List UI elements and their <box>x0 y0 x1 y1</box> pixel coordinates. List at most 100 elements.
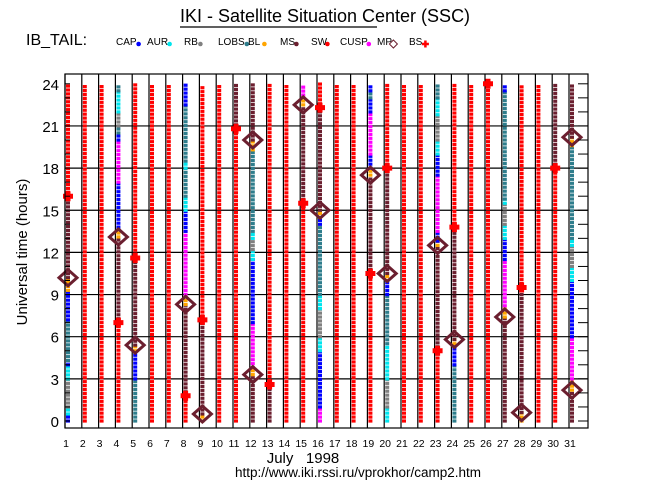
dot-sw <box>368 376 373 380</box>
dot-sw <box>150 246 154 250</box>
dot-ms <box>435 333 440 337</box>
dot-sw <box>418 356 423 360</box>
dot-sw <box>284 254 289 258</box>
dot-ms <box>570 131 574 135</box>
dot-sw <box>217 419 222 423</box>
dot-cap <box>435 161 440 165</box>
dot-sw <box>99 234 104 238</box>
dot-ms <box>502 383 507 388</box>
bs-cross-marker <box>298 198 309 209</box>
dot-ms <box>234 95 238 99</box>
dot-cusp <box>368 120 373 125</box>
dot-rb <box>66 381 70 385</box>
dot-sw <box>82 222 87 226</box>
dot-aur <box>385 407 390 411</box>
dot-sw <box>519 93 524 97</box>
dot-sw <box>284 167 289 171</box>
dot-sw <box>418 140 423 144</box>
dot-sw <box>351 147 356 152</box>
dot-sw <box>234 305 238 309</box>
dot-ms <box>519 367 524 371</box>
dot-ms <box>368 228 373 232</box>
dot-sw <box>150 364 154 368</box>
dot-ms <box>435 290 440 294</box>
dot-sw <box>452 150 457 154</box>
dot-sw <box>166 88 171 93</box>
dot-ms <box>435 246 440 251</box>
dot-sw <box>166 92 171 97</box>
x-tick-label: 19 <box>363 438 375 450</box>
dot-cap <box>250 273 255 278</box>
dot-sw <box>435 387 440 392</box>
dot-sw <box>234 218 238 222</box>
dot-lobs <box>66 355 70 359</box>
dot-sw <box>166 226 171 230</box>
dot-sw <box>418 309 423 313</box>
dot-ms <box>301 134 306 138</box>
dot-sw <box>351 167 356 171</box>
dot-cap <box>502 253 507 258</box>
y-tick-label: 15 <box>42 203 59 220</box>
dot-ms <box>250 83 255 87</box>
dot-sw <box>536 222 541 226</box>
dot-lobs <box>385 342 390 346</box>
dot-sw <box>418 183 423 187</box>
dot-sw <box>150 167 154 171</box>
dot-sw <box>334 360 339 364</box>
dot-sw <box>166 242 171 246</box>
dot-sw <box>82 289 87 293</box>
day-column-29 <box>536 85 541 423</box>
dot-sw <box>200 137 205 141</box>
dot-sw <box>82 238 87 242</box>
dot-sw <box>99 309 104 313</box>
dot-sw <box>553 399 558 403</box>
dot-sw <box>318 94 322 98</box>
dot-sw <box>267 371 272 375</box>
dot-sw <box>452 178 457 182</box>
dot-sw <box>217 250 222 254</box>
dot-sw <box>99 289 104 293</box>
legend-label: BL <box>248 37 261 48</box>
dot-lobs <box>502 106 507 111</box>
dot-sw <box>519 270 524 274</box>
dot-sw <box>183 403 188 407</box>
dot-cap <box>116 194 121 198</box>
dot-sw <box>553 175 558 179</box>
dot-lobs <box>502 138 507 142</box>
dot-sw <box>66 186 70 190</box>
dot-sw <box>301 250 306 254</box>
day-column-10 <box>217 85 222 423</box>
dot-sw <box>351 340 356 344</box>
dot-ms <box>452 294 457 298</box>
dot-ms <box>452 231 457 235</box>
dot-ms <box>368 201 373 205</box>
dot-sw <box>133 110 138 115</box>
dot-ms <box>116 254 121 258</box>
dot-rb <box>385 385 390 389</box>
dot-cusp <box>250 322 255 326</box>
dot-sw <box>166 309 171 313</box>
dot-ms <box>553 127 558 131</box>
dot-sw <box>536 289 541 293</box>
dot-sw <box>234 285 238 289</box>
dot-lobs <box>452 395 457 399</box>
dot-sw <box>217 100 222 104</box>
dot-ms <box>200 384 205 389</box>
dot-ms <box>553 87 558 92</box>
dot-ms <box>435 337 440 341</box>
dot-bl <box>116 231 121 235</box>
dot-ms <box>66 209 70 213</box>
dot-ms <box>183 346 188 351</box>
dot-sw <box>99 203 104 207</box>
dot-sw <box>133 209 138 213</box>
dot-sw <box>150 242 154 246</box>
dot-sw <box>133 134 138 138</box>
dot-sw <box>553 187 558 191</box>
dot-lobs <box>435 88 440 92</box>
dot-sw <box>166 356 171 360</box>
dot-sw <box>217 380 222 384</box>
dot-lobs <box>250 166 255 170</box>
dot-sw <box>418 112 423 116</box>
dot-sw <box>418 411 423 415</box>
dot-sw <box>402 147 406 152</box>
